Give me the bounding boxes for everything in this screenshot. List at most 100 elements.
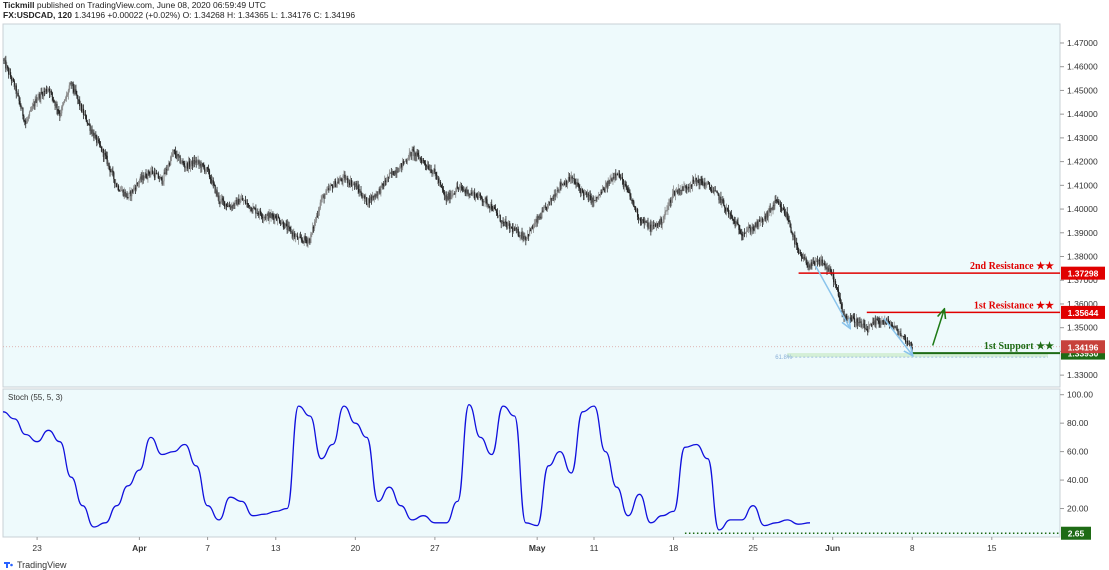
candle-body: [56, 103, 58, 110]
candle-body: [267, 213, 269, 220]
candle-body: [648, 227, 650, 229]
candle-body: [486, 199, 488, 206]
candle-body: [312, 226, 314, 233]
candle-body: [99, 141, 101, 145]
candle-body: [541, 210, 543, 219]
blue-arrow: [883, 317, 912, 355]
candle-body: [151, 170, 153, 172]
candle-body: [225, 203, 228, 207]
candle-body: [740, 233, 742, 235]
candle-body: [306, 240, 308, 244]
candle-body: [93, 132, 95, 139]
candle-body: [844, 315, 846, 319]
candle-body: [273, 216, 275, 220]
candle-body: [491, 204, 493, 210]
support-zone: [787, 353, 1048, 358]
candle-body: [353, 183, 355, 185]
candle-body: [12, 78, 15, 82]
candle-body: [92, 132, 94, 135]
candle-body: [854, 322, 857, 323]
candle-body: [527, 233, 529, 238]
candle-body: [384, 180, 386, 186]
candle-body: [138, 180, 140, 184]
candle-body: [45, 89, 48, 92]
candle-body: [30, 109, 33, 111]
candle-body: [443, 191, 445, 196]
candle-body: [76, 93, 78, 96]
candle-body: [190, 160, 193, 165]
candle-body: [702, 183, 704, 186]
candle-body: [826, 267, 828, 270]
candle-body: [902, 335, 904, 337]
candle-body: [462, 189, 464, 191]
candle-body: [467, 189, 469, 196]
candle-body: [439, 181, 441, 183]
candle-body: [448, 193, 450, 200]
candle-body: [355, 183, 357, 190]
candle-body: [260, 210, 262, 215]
candle-body: [186, 163, 188, 168]
candle-body: [497, 215, 499, 217]
candle-body: [571, 176, 573, 179]
candle-body: [139, 176, 141, 181]
candle-body: [849, 317, 851, 319]
candle-body: [13, 81, 15, 87]
candle-body: [451, 195, 453, 196]
candle-body: [505, 220, 507, 224]
candle-body: [745, 231, 748, 233]
candle-body: [408, 153, 410, 160]
candle-body: [170, 156, 172, 165]
candle-body: [453, 193, 455, 195]
candle-body: [738, 225, 740, 231]
candle-body: [538, 216, 540, 219]
candle-body: [521, 232, 523, 239]
candle-body: [818, 259, 821, 265]
candle-body: [572, 178, 574, 179]
candle-body: [726, 208, 728, 212]
candle-body: [90, 129, 92, 131]
candle-body: [457, 186, 459, 188]
candle-body: [466, 189, 468, 193]
candle-body: [765, 212, 767, 220]
candle-body: [550, 198, 552, 201]
candle-body: [338, 180, 340, 184]
stoch-current-value: 2.65: [1068, 529, 1085, 539]
candle-body: [627, 188, 629, 192]
candle-body: [461, 187, 463, 190]
candle-body: [569, 179, 571, 181]
candle-body: [163, 172, 165, 182]
candle-body: [614, 173, 616, 178]
candle-body: [838, 295, 840, 298]
candle-body: [203, 165, 205, 168]
candle-body: [654, 224, 657, 227]
candle-body: [860, 321, 862, 328]
candle-body: [150, 171, 152, 174]
candle-body: [118, 190, 121, 192]
candle-body: [370, 196, 373, 200]
publisher-line: Tickmill published on TradingView.com, J…: [3, 0, 355, 10]
candle-body: [824, 263, 826, 268]
candle-body: [375, 194, 377, 198]
candle-body: [404, 160, 407, 162]
candle-body: [752, 226, 754, 230]
candle-body: [256, 213, 258, 214]
candle-body: [704, 182, 706, 187]
candle-body: [543, 208, 545, 212]
candle-body: [324, 194, 326, 199]
candle-body: [809, 265, 811, 268]
candle-body: [345, 179, 347, 181]
candle-body: [59, 113, 61, 116]
candle-body: [198, 160, 200, 164]
candle-body: [313, 226, 315, 229]
candle-body: [759, 219, 761, 222]
candle-body: [250, 206, 252, 212]
candle-body: [534, 222, 536, 225]
price-axis-label: 1.44000: [1067, 109, 1098, 119]
candle-body: [468, 193, 470, 196]
candle-body: [194, 160, 196, 164]
candle-body: [646, 222, 648, 224]
candle-body: [403, 161, 406, 164]
candle-body: [691, 179, 694, 187]
candle-body: [779, 204, 781, 205]
